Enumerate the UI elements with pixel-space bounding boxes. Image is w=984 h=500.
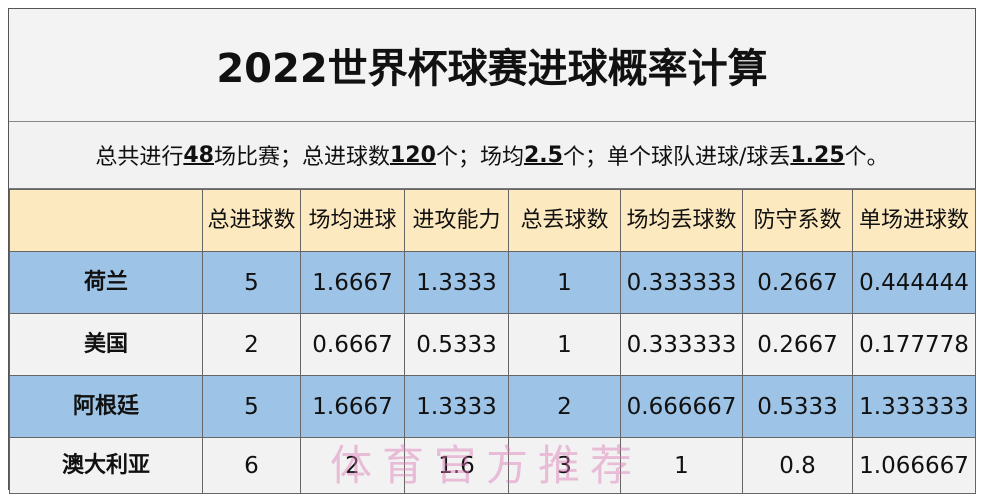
spreadsheet: 2022世界杯球赛进球概率计算 总共进行 48 场比赛；总进球数 120 个；场均 2.5…	[8, 8, 976, 494]
table-cell: 2	[508, 375, 621, 438]
table-cell: 1.6667	[300, 375, 405, 438]
summary-line: 总共进行 48 场比赛；总进球数 120 个；场均 2.5 个；单个球队进球/球丢 1.25 个…	[9, 122, 975, 189]
table-cell: 5	[202, 375, 301, 438]
table-cell: 0.8	[742, 437, 853, 494]
table-cell: 0.6667	[300, 313, 405, 376]
table-cell: 3	[508, 437, 621, 494]
table-cell: 1	[620, 437, 743, 494]
column-header: 单场进球数	[852, 189, 976, 252]
table-cell: 1.333333	[852, 375, 976, 438]
team-name-cell: 美国	[9, 313, 203, 376]
table-cell: 0.666667	[620, 375, 743, 438]
avg-goals: 2.5	[523, 142, 563, 168]
table-cell: 0.2667	[742, 251, 853, 314]
table-cell: 1.6667	[300, 251, 405, 314]
column-header	[9, 189, 203, 252]
table-row: 阿根廷 5 1.6667 1.3333 2 0.666667 0.5333 1.333333	[9, 375, 976, 438]
summary-text: 总共进行	[95, 145, 184, 170]
summary-text: 个；单个球队进球/球丢	[562, 145, 791, 170]
summary-text: 个；场均	[435, 145, 524, 170]
goals-count: 120	[390, 142, 436, 168]
matches-count: 48	[183, 142, 214, 168]
table-cell: 1.3333	[404, 251, 509, 314]
column-header: 总丢球数	[508, 189, 621, 252]
table-cell: 1.3333	[404, 375, 509, 438]
header-row: 总进球数 场均进球 进攻能力 总丢球数 场均丢球数 防守系数 单场进球数	[9, 189, 976, 252]
table-cell: 0.5333	[742, 375, 853, 438]
team-name-cell: 澳大利亚	[9, 437, 203, 494]
table-cell: 0.5333	[404, 313, 509, 376]
table-cell: 1.066667	[852, 437, 976, 494]
table-cell: 1.6	[404, 437, 509, 494]
table-row: 美国 2 0.6667 0.5333 1 0.333333 0.2667 0.177778	[9, 313, 976, 376]
table-cell: 6	[202, 437, 301, 494]
team-avg-goals: 1.25	[790, 142, 845, 168]
column-header: 场均丢球数	[620, 189, 743, 252]
table-cell: 5	[202, 251, 301, 314]
table-row: 荷兰 5 1.6667 1.3333 1 0.333333 0.2667 0.444444	[9, 251, 976, 314]
column-header: 总进球数	[202, 189, 301, 252]
table-row: 澳大利亚 6 2 1.6 3 1 0.8 1.066667	[9, 437, 976, 494]
table-cell: 2	[202, 313, 301, 376]
table-cell: 0.2667	[742, 313, 853, 376]
table-cell: 0.444444	[852, 251, 976, 314]
column-header: 防守系数	[742, 189, 853, 252]
table-cell: 0.177778	[852, 313, 976, 376]
team-name-cell: 阿根廷	[9, 375, 203, 438]
summary-text: 个。	[844, 145, 889, 170]
column-header: 场均进球	[300, 189, 405, 252]
summary-text: 场比赛；总进球数	[213, 145, 390, 170]
stats-table: 总进球数 场均进球 进攻能力 总丢球数 场均丢球数 防守系数 单场进球数 荷兰 5 1.6667 1…	[9, 189, 976, 494]
table-cell: 0.333333	[620, 251, 743, 314]
page-title: 2022世界杯球赛进球概率计算	[9, 9, 975, 122]
team-name-cell: 荷兰	[9, 251, 203, 314]
table-cell: 1	[508, 251, 621, 314]
table-cell: 2	[300, 437, 405, 494]
table-cell: 0.333333	[620, 313, 743, 376]
column-header: 进攻能力	[404, 189, 509, 252]
table-cell: 1	[508, 313, 621, 376]
